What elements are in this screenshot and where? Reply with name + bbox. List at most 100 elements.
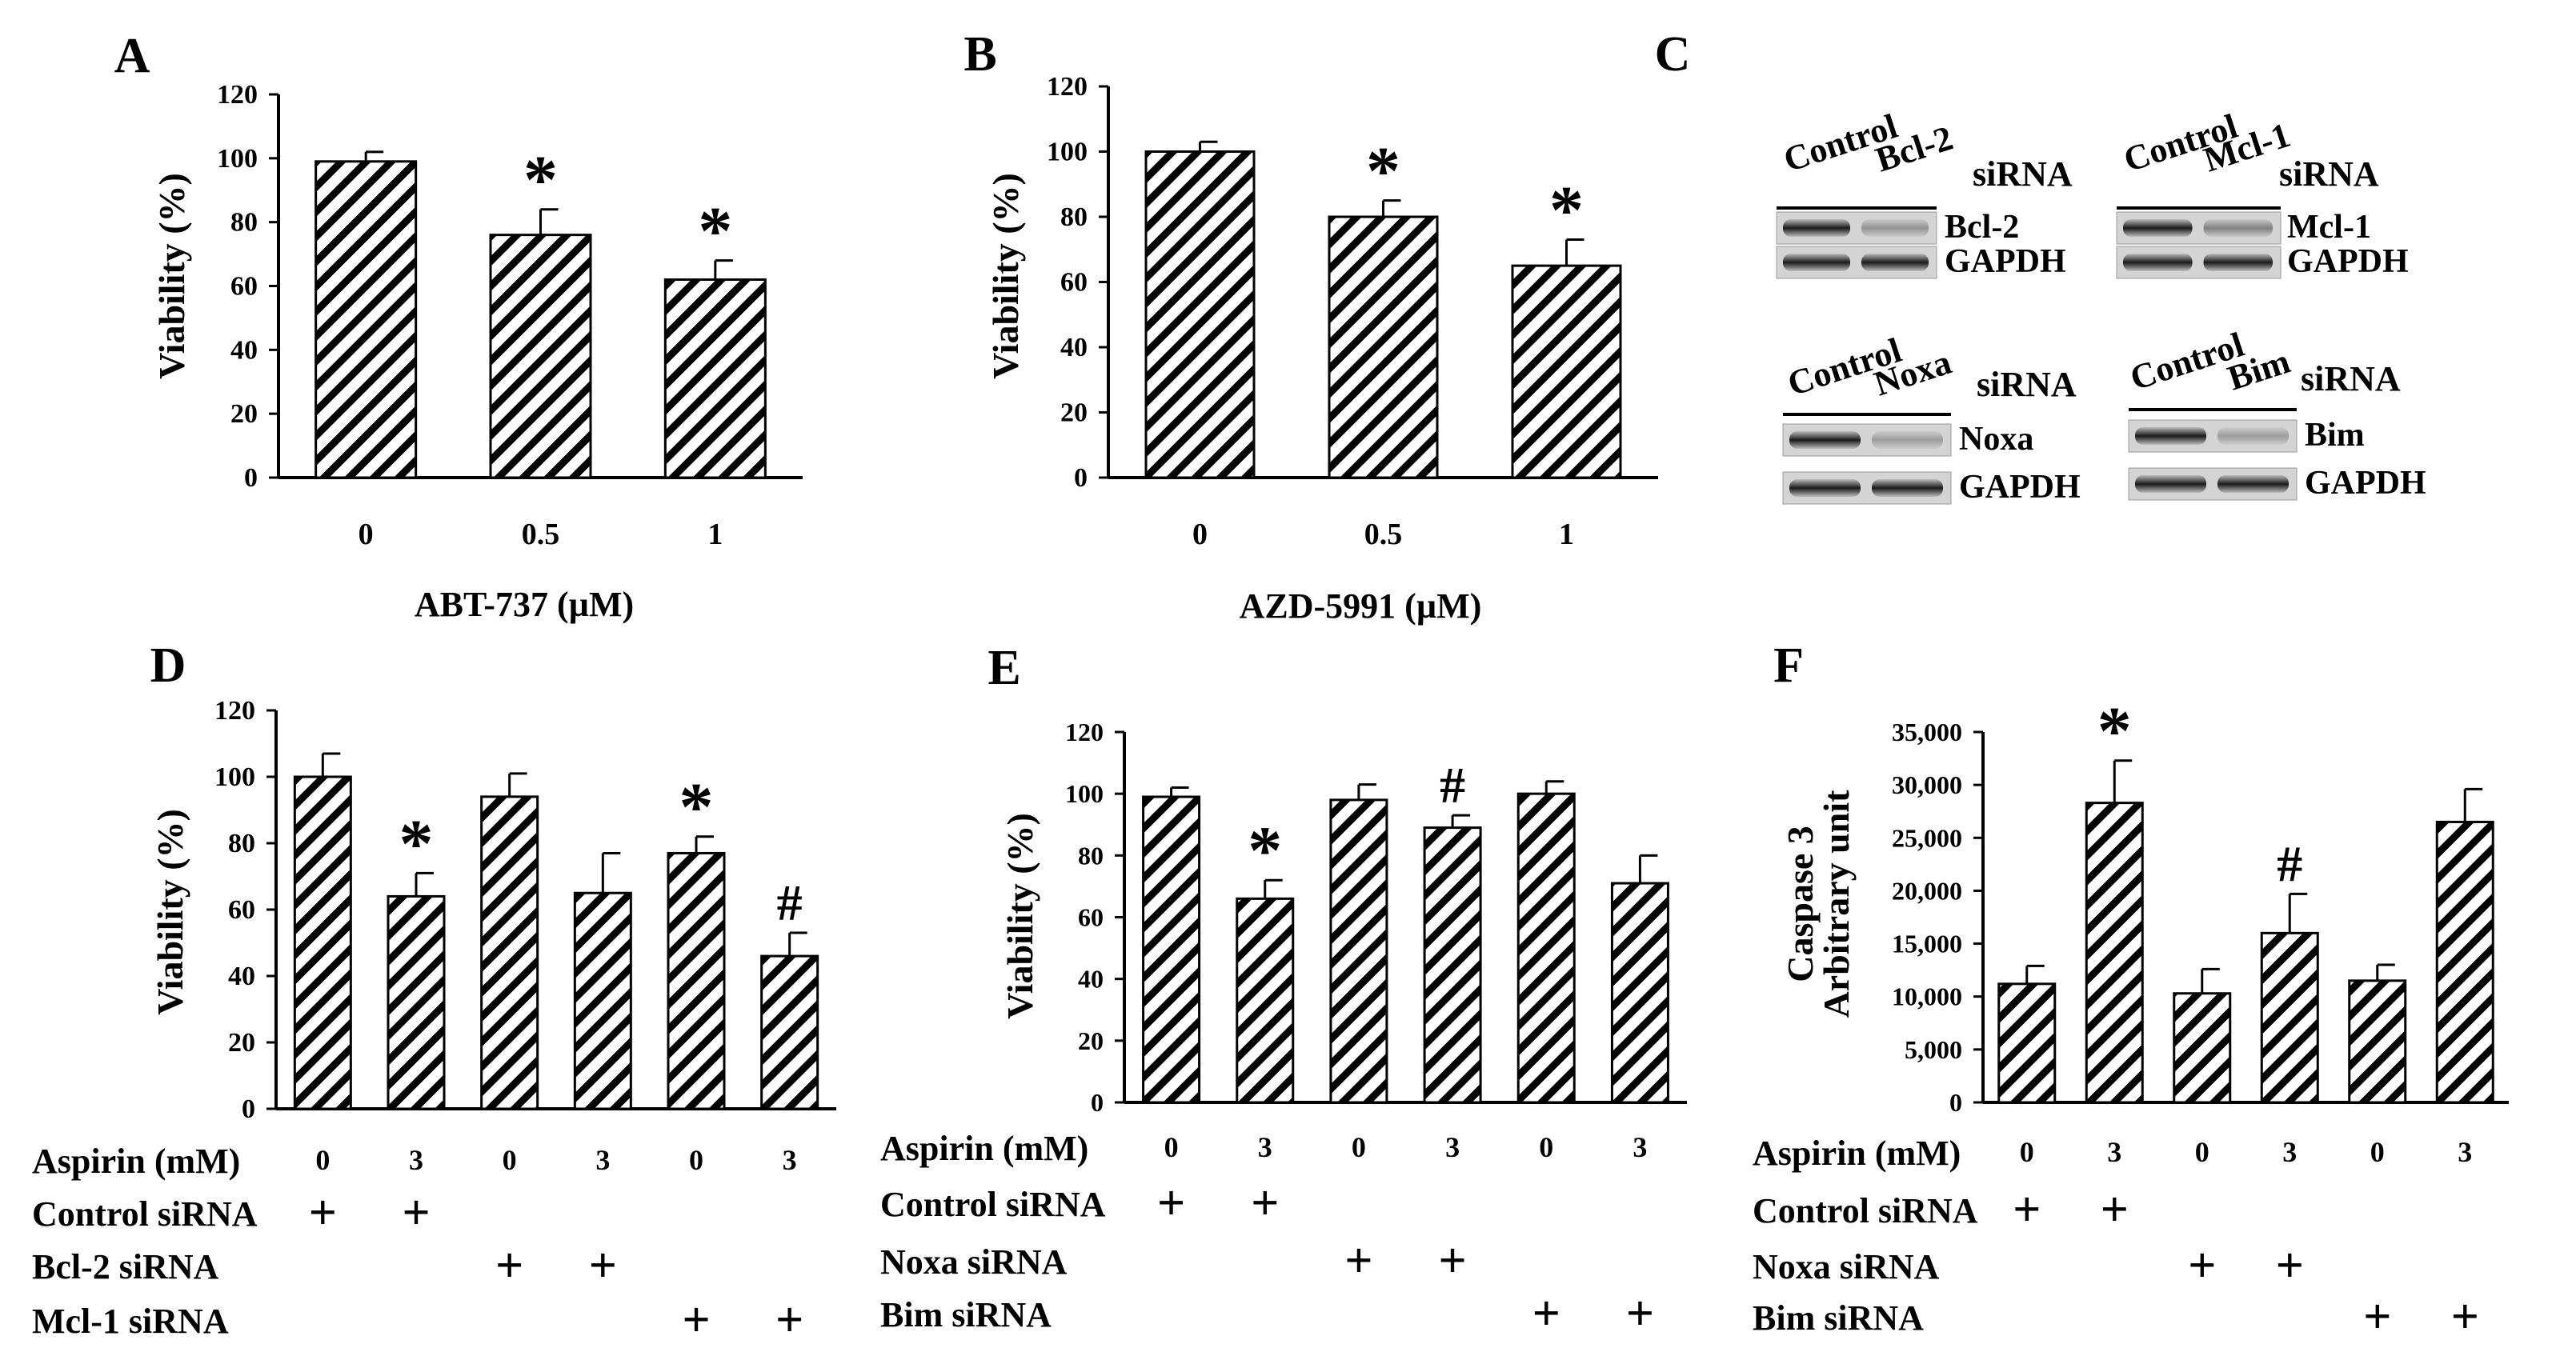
condition-dose: 0: [1164, 1131, 1179, 1163]
target-band-strip: [2128, 419, 2298, 453]
condition-plus: +: [1251, 1176, 1279, 1230]
band-label: GAPDH: [1959, 469, 2081, 506]
band-control: [1783, 219, 1850, 237]
condition-plus: +: [2276, 1238, 2304, 1293]
condition-dose: 3: [1445, 1131, 1460, 1163]
lane-label-sirna: siRNA: [1977, 365, 2077, 404]
bar: [2260, 931, 2319, 1104]
y-tick-label: 20: [230, 399, 258, 429]
y-tick-label: 80: [1078, 841, 1104, 870]
panel-a: A 0 20 40 60 80 100 120 Viability (%) * * 0 0.5 1 ABT-…: [114, 29, 803, 624]
band-control: [2135, 427, 2206, 445]
condition-row-label: Noxa siRNA: [880, 1242, 1068, 1282]
band-sirna: [2203, 219, 2273, 237]
condition-plus: +: [775, 1293, 803, 1347]
y-tick-label: 0: [244, 463, 258, 493]
y-tick-label: 0: [1949, 1088, 1962, 1117]
y-tick-label: 100: [214, 762, 255, 792]
bar: [1423, 826, 1482, 1104]
condition-dose: 3: [783, 1144, 797, 1176]
condition-plus: +: [1157, 1176, 1185, 1230]
y-tick-label: 25,000: [1892, 823, 1962, 852]
y-tick-label: 120: [1065, 718, 1104, 746]
bar: [1997, 982, 2057, 1104]
y-tick-label: 80: [1060, 202, 1088, 232]
band-sirna: [2217, 475, 2289, 493]
condition-plus: +: [1626, 1286, 1654, 1341]
band-sirna: [1872, 479, 1943, 497]
condition-plus: +: [2188, 1238, 2216, 1293]
lane-label-sirna: siRNA: [2301, 359, 2401, 398]
condition-plus: +: [2451, 1290, 2479, 1344]
bar: [387, 894, 446, 1110]
y-tick-label: 20: [228, 1028, 255, 1058]
gapdh-band-strip: [2116, 246, 2282, 279]
band-control: [2123, 254, 2193, 271]
band-sirna: [2203, 254, 2273, 271]
y-tick-label: 10,000: [1892, 982, 1962, 1011]
condition-dose: 0: [503, 1144, 517, 1176]
target-band-strip: [2116, 211, 2282, 245]
y-tick-label: 5,000: [1905, 1035, 1962, 1064]
band-control: [1789, 431, 1861, 449]
x-tick-label: 0: [1192, 518, 1208, 551]
y-axis-label: Viability (%): [1000, 813, 1040, 1019]
significance-star: *: [1366, 133, 1400, 210]
condition-row-label: Aspirin (mM): [1753, 1134, 1961, 1173]
condition-dose: 3: [1633, 1131, 1647, 1163]
condition-dose: 3: [2107, 1136, 2121, 1168]
condition-row-label: Aspirin (mM): [32, 1142, 240, 1181]
significance-hash: #: [777, 874, 803, 931]
bar: [1142, 795, 1201, 1104]
y-axis-label: Viability (%): [985, 173, 1026, 379]
condition-row-label: Control siRNA: [32, 1194, 258, 1234]
band-control: [2123, 219, 2193, 237]
bar: [1610, 882, 1669, 1104]
condition-dose: 3: [2282, 1136, 2297, 1168]
x-tick-label: 0: [359, 518, 374, 551]
bar: [293, 775, 352, 1110]
panel-letter: D: [150, 638, 186, 693]
condition-dose: 3: [1258, 1131, 1272, 1163]
gapdh-band-strip: [1782, 471, 1952, 505]
bar: [2348, 979, 2407, 1104]
condition-plus: +: [589, 1238, 617, 1293]
bar: [1329, 798, 1388, 1104]
y-axis-label: Caspase 3: [1780, 826, 1821, 982]
band-sirna: [1872, 431, 1943, 449]
bar: [760, 954, 819, 1110]
condition-dose: 0: [1539, 1131, 1553, 1163]
condition-plus: +: [2363, 1290, 2391, 1344]
band-label: Bcl-2: [1945, 209, 2019, 246]
y-tick-label: 60: [1078, 903, 1104, 932]
y-tick-label: 100: [1047, 138, 1088, 167]
bar: [1144, 150, 1256, 479]
bar: [1328, 215, 1439, 479]
bar: [1516, 792, 1576, 1104]
condition-row-label: Aspirin (mM): [880, 1129, 1088, 1168]
bar: [314, 160, 418, 479]
band-control: [1783, 254, 1850, 271]
y-tick-label: 120: [1047, 72, 1088, 102]
y-tick-label: 120: [217, 80, 258, 110]
y-tick-label: 60: [228, 895, 255, 925]
band-sirna: [1861, 219, 1929, 237]
y-tick-label: 60: [230, 272, 258, 302]
bar: [2435, 820, 2494, 1104]
y-tick-label: 60: [1060, 268, 1088, 298]
y-tick-label: 15,000: [1892, 930, 1962, 958]
x-axis-label: ABT-737 (µM): [415, 585, 634, 624]
y-tick-label: 80: [230, 208, 258, 238]
band-control: [2135, 475, 2206, 493]
condition-plus: +: [309, 1186, 337, 1240]
x-tick-label: 0.5: [1364, 518, 1403, 551]
y-tick-label: 20,000: [1892, 876, 1962, 905]
band-control: [1789, 479, 1861, 497]
condition-plus: +: [2101, 1182, 2129, 1237]
y-axis-label-2: Arbitrary unit: [1816, 790, 1857, 1018]
band-label: GAPDH: [1945, 243, 2066, 280]
significance-star: *: [698, 193, 732, 270]
